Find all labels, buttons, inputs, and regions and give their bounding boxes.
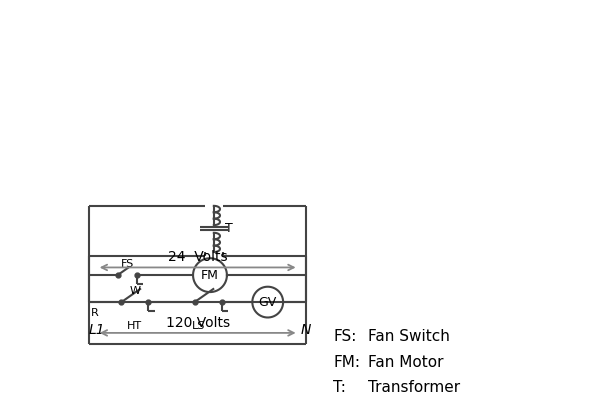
Text: T: T [225,222,232,236]
Text: W: W [129,286,140,296]
Text: FM: FM [201,269,219,282]
Text: R: R [91,308,99,318]
Text: N: N [301,323,312,337]
Text: FS: FS [120,259,134,269]
Text: T:: T: [333,380,346,395]
Text: FM:: FM: [333,355,360,370]
Text: FS:: FS: [333,329,356,344]
Text: Fan Switch: Fan Switch [368,329,450,344]
Text: GV: GV [258,296,277,309]
Text: HT: HT [127,320,142,330]
Text: Fan Motor: Fan Motor [368,355,443,370]
Text: 24  Volts: 24 Volts [168,250,228,264]
Text: 120 Volts: 120 Volts [166,316,230,330]
Text: L1: L1 [89,323,106,337]
Text: LS: LS [192,320,205,330]
Text: Transformer: Transformer [368,380,460,395]
